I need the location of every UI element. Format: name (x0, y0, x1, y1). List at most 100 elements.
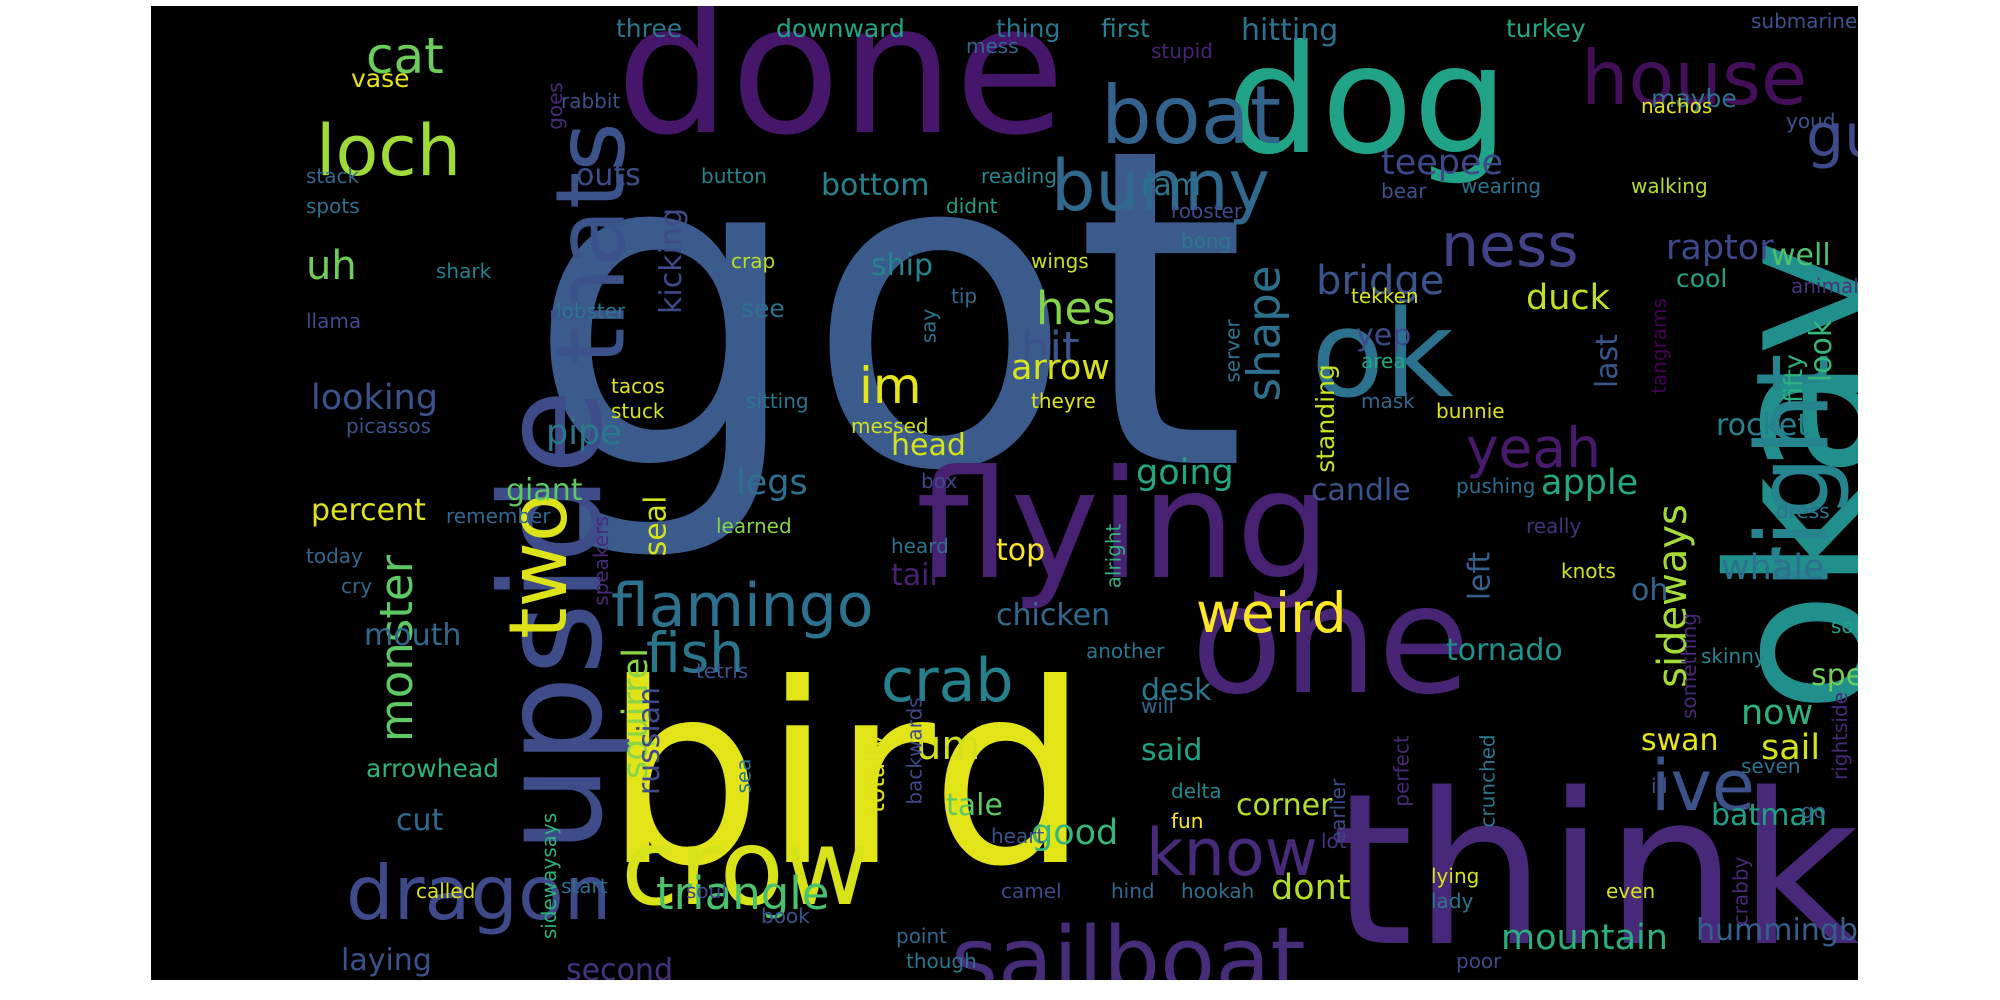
word-dragon: dragon (346, 849, 612, 937)
word-done: done (616, 6, 1066, 175)
word-second: second (566, 953, 673, 981)
word-tetris: tetris (696, 659, 749, 683)
word-russian: russian (632, 686, 668, 796)
word-ok: ok (1311, 286, 1454, 425)
word-tale: tale (946, 788, 1003, 823)
word-got: got (526, 55, 1248, 567)
word-one: one (1191, 554, 1471, 728)
word-messed: messed (851, 414, 929, 438)
word-ness: ness (1441, 211, 1579, 281)
word-outs: outs (576, 158, 641, 193)
word-totally: totally (860, 734, 890, 813)
word-knots: knots (1561, 559, 1616, 583)
word-yep: yep (1356, 318, 1412, 353)
word-box: box (921, 469, 958, 493)
word-im: im (859, 357, 922, 415)
word-wings: wings (1031, 249, 1089, 273)
word-standing: standing (1310, 364, 1340, 473)
word-hind: hind (1111, 879, 1155, 903)
word-really: really (1526, 514, 1582, 538)
word-oh: oh (1631, 573, 1669, 608)
word-loch: loch (316, 110, 462, 192)
word-look: look (1804, 319, 1840, 383)
word-legs: legs (736, 463, 808, 503)
word-bird: bird (604, 630, 1090, 921)
word-youd: youd (1786, 109, 1836, 133)
word-rabbit: rabbit (561, 89, 621, 113)
word-looking: looking (311, 378, 438, 418)
word-bong: bong (1181, 229, 1232, 253)
word-hitting: hitting (1241, 13, 1339, 48)
word-crabby: crabby (1728, 856, 1753, 926)
word-picassos: picassos (346, 414, 431, 438)
word-now: now (1741, 693, 1814, 733)
word-duck: duck (1526, 278, 1610, 318)
word-area: area (1361, 349, 1406, 373)
word-heart: heart (991, 824, 1045, 848)
word-cut: cut (396, 803, 444, 838)
word-stack: stack (306, 164, 360, 188)
word-hookah: hookah (1181, 879, 1255, 903)
word-something: something (1676, 613, 1701, 719)
word-wearing: wearing (1461, 174, 1542, 198)
word-bridge: bridge (1316, 258, 1445, 304)
word-triangle: triangle (656, 867, 830, 920)
word-another: another (1086, 639, 1165, 663)
word-lobster: lobster (556, 299, 626, 323)
word-soul: soul (686, 879, 727, 903)
word-turkey: turkey (1506, 14, 1586, 43)
word-hes: hes (1036, 282, 1116, 335)
word-arrow: arrow (1011, 348, 1110, 388)
word-well: well (1771, 238, 1831, 273)
word-uh: uh (306, 243, 357, 289)
word-alright: alright (1101, 523, 1126, 589)
word-flying: flying (916, 439, 1332, 613)
word-heard: heard (891, 534, 949, 558)
word-apple: apple (1541, 463, 1639, 503)
word-will: will (1141, 694, 1175, 718)
word-spots: spots (306, 194, 360, 218)
word-crow: crow (621, 807, 870, 929)
word-downward: downward (776, 14, 905, 43)
word-three: three (616, 14, 683, 43)
word-teepee: teepee (1381, 143, 1504, 183)
word-kicking: kicking (653, 208, 689, 314)
word-goes: goes (542, 82, 567, 130)
word-walking: walking (1631, 174, 1708, 198)
word-nachos: nachos (1641, 94, 1713, 118)
word-weird: weird (1196, 581, 1347, 645)
word-mess: mess (966, 34, 1019, 58)
word-ive: ive (1651, 745, 1755, 827)
word-bunnie: bunnie (1436, 399, 1505, 423)
word-dress: dress (1776, 499, 1830, 523)
word-theyre: theyre (1031, 389, 1096, 413)
word-button: button (701, 164, 767, 188)
word-sidewaysays: sidewaysays (537, 812, 562, 940)
word-corner: corner (1236, 788, 1333, 823)
word-left: left (1462, 551, 1498, 601)
word-book: book (761, 904, 810, 928)
word-though: though (906, 949, 977, 973)
word-crab: crab (881, 646, 1014, 716)
word-think: think (1331, 748, 1858, 980)
word-first: first (1101, 14, 1150, 43)
word-today: today (306, 544, 363, 568)
word-learned: learned (716, 514, 792, 538)
word-know: know (1146, 816, 1318, 891)
word-pipe: pipe (546, 413, 622, 453)
word-animal: animal (1791, 274, 1858, 298)
word-mouth: mouth (364, 618, 462, 653)
word-sea: sea (731, 758, 756, 794)
word-chicken: chicken (996, 598, 1111, 633)
word-swan: swan (1641, 723, 1719, 758)
word-seal: seal (638, 495, 674, 557)
word-good: good (1031, 813, 1119, 853)
word-raptor: raptor (1666, 228, 1774, 268)
word-tail: tail (891, 558, 938, 593)
word-last: last (1590, 333, 1626, 389)
word-pushing: pushing (1456, 474, 1536, 498)
word-seven: seven (1741, 754, 1801, 778)
word-perfect: perfect (1389, 735, 1414, 807)
word-whale: whale (1721, 548, 1825, 588)
word-crap: crap (731, 249, 776, 273)
